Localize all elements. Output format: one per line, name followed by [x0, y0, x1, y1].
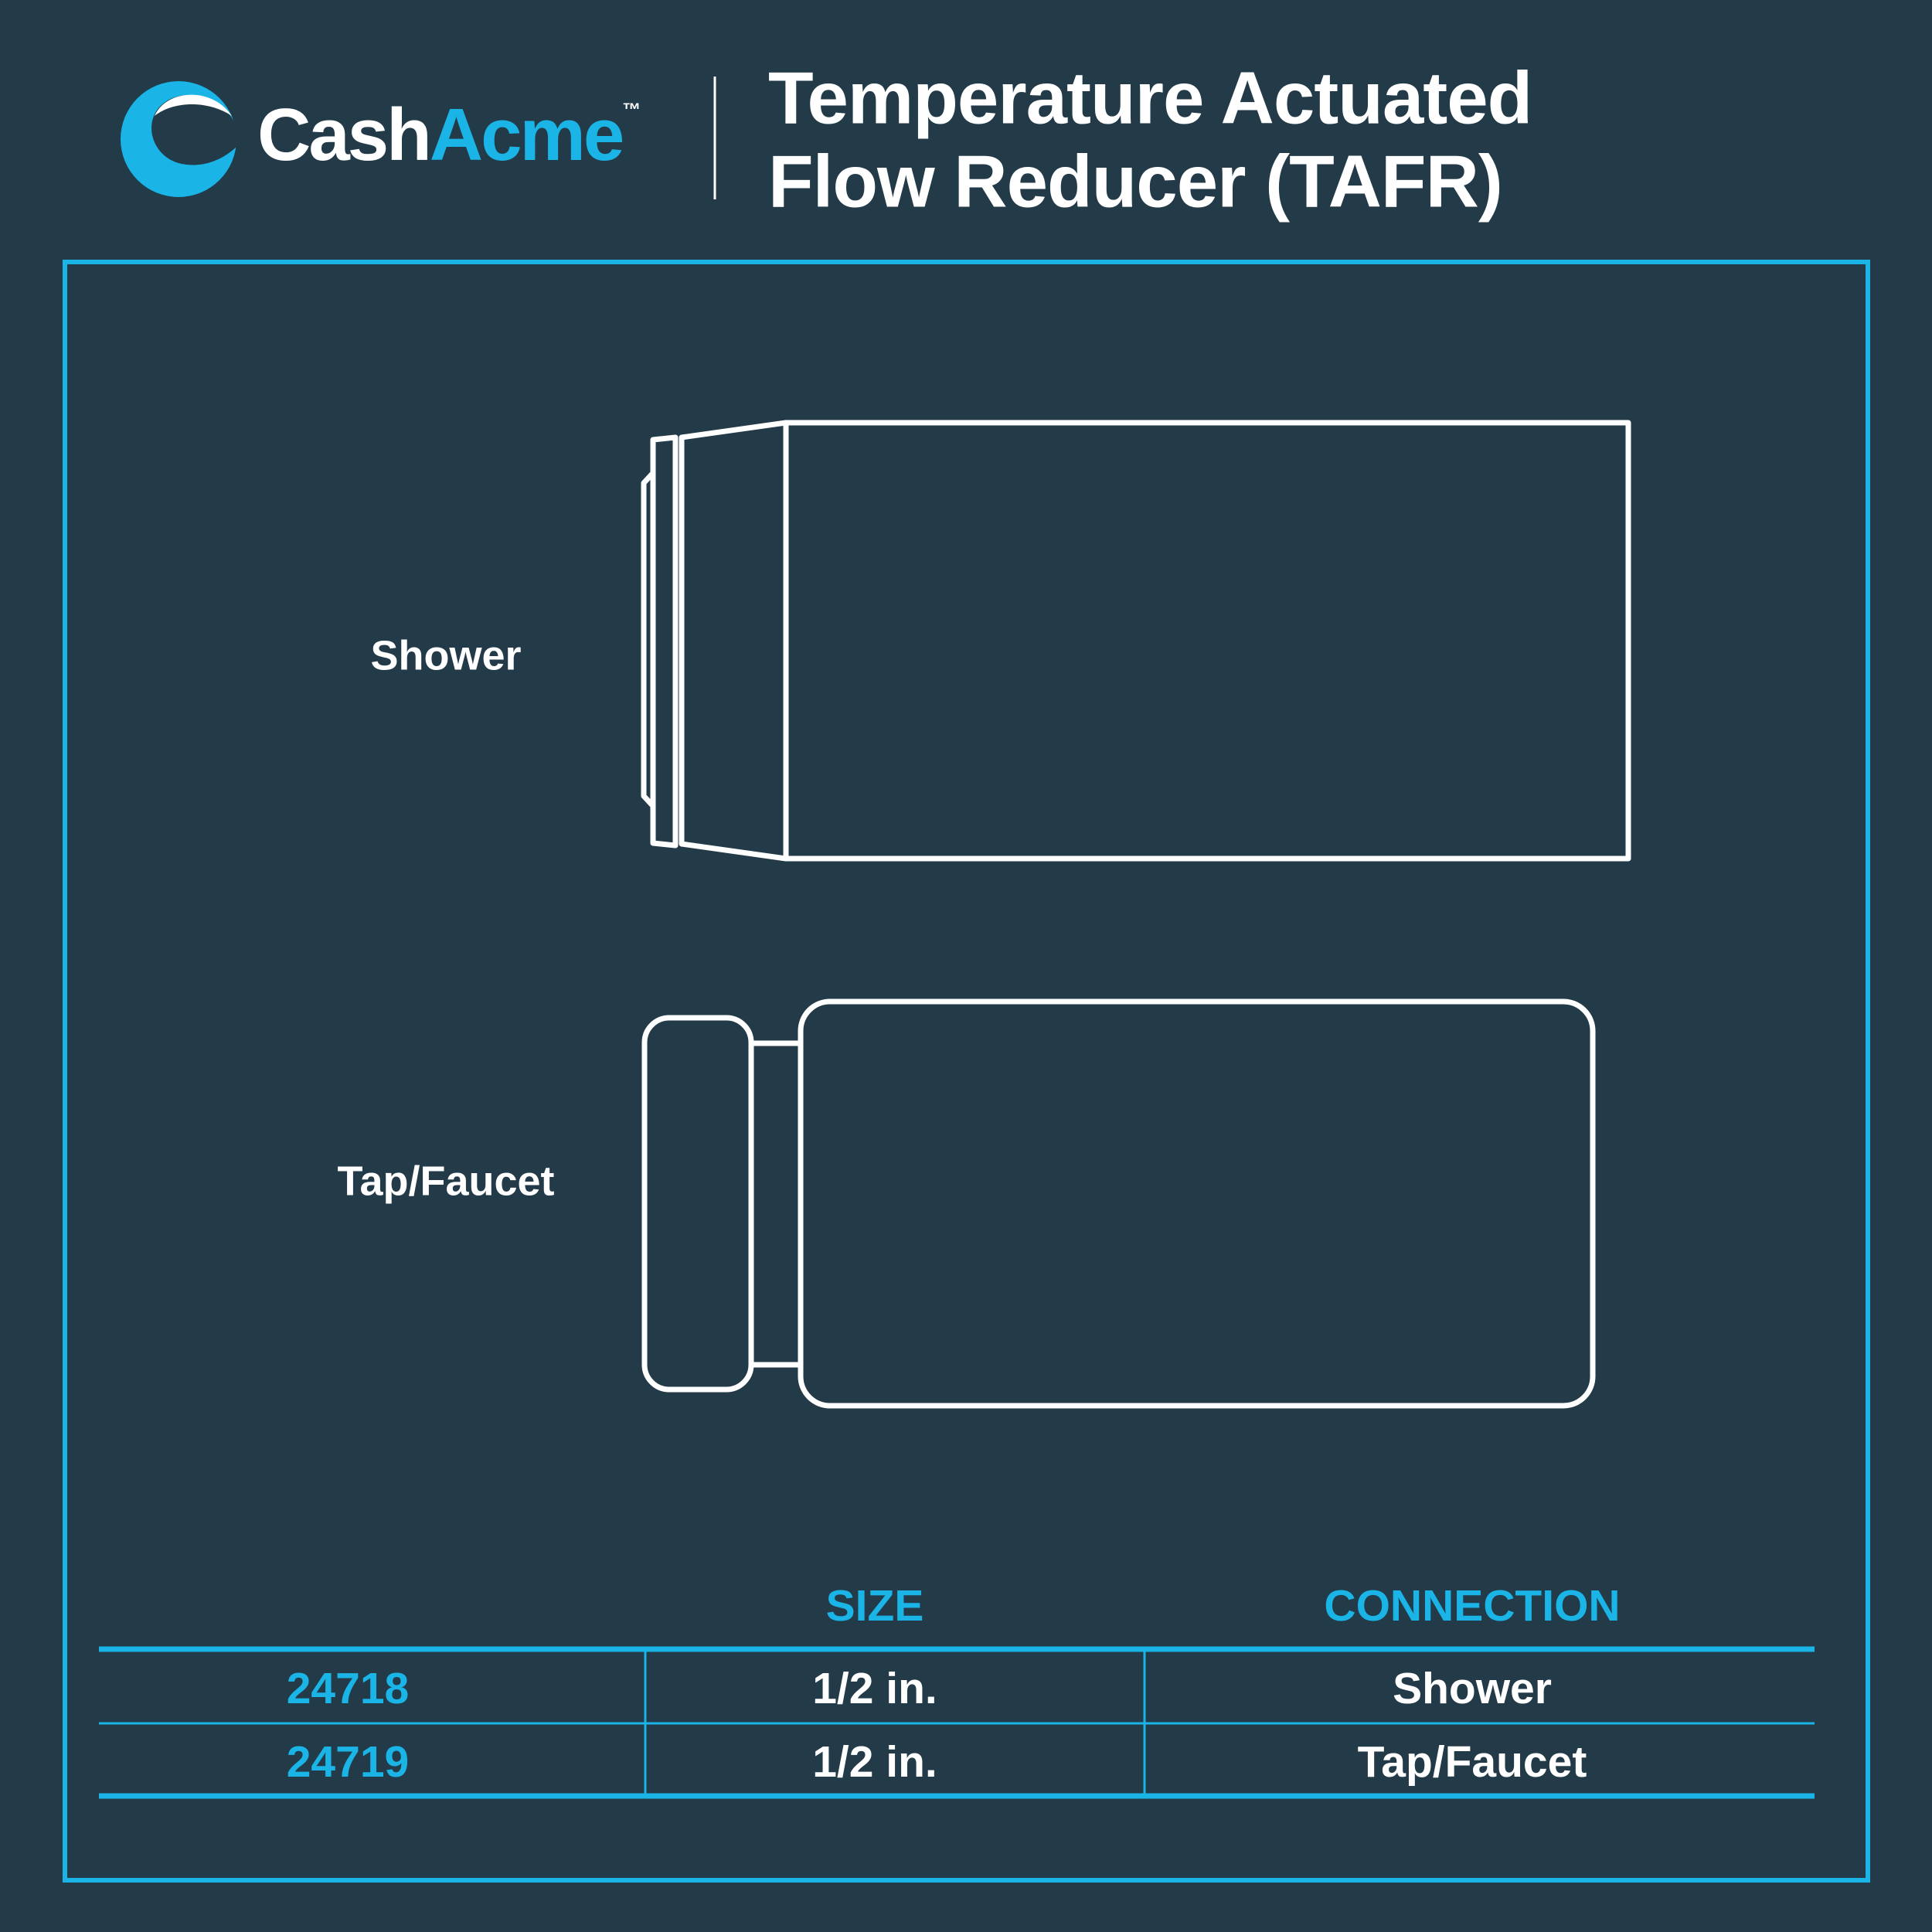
ring: [650, 434, 679, 849]
connection-cell: Tap/Faucet: [1358, 1737, 1587, 1787]
taper: [679, 420, 789, 862]
shower-drawing: [641, 420, 1631, 862]
tap-drawing: [641, 998, 1596, 1409]
column-header: CONNECTION: [1324, 1581, 1620, 1631]
size-cell: 1/2 in.: [812, 1664, 937, 1713]
trademark: ™: [622, 100, 638, 121]
diagram-label: Shower: [370, 632, 521, 679]
table: SIZE CONNECTION 24718 1/2 in. Shower 247…: [99, 1581, 1815, 1799]
title-line: Flow Reducer (TAFR): [768, 140, 1502, 223]
part-number: 24719: [287, 1737, 410, 1787]
title-line: Temperature Actuated: [768, 56, 1532, 139]
part-number: 24718: [287, 1664, 410, 1713]
frame: [63, 260, 1870, 1883]
nozzle: [641, 471, 655, 808]
connection-cell: Shower: [1393, 1664, 1552, 1713]
column-header: SIZE: [826, 1581, 924, 1631]
size-cell: 1/2 in.: [812, 1737, 937, 1787]
logo-crest: [155, 94, 232, 116]
brand-second: Acme: [430, 94, 623, 176]
diagram-label: Tap/Faucet: [337, 1158, 554, 1204]
cap: [641, 1015, 754, 1393]
logo: CashAcme™: [121, 81, 641, 197]
brand: CashAcme™: [257, 94, 638, 176]
brand-first: Cash: [257, 94, 430, 176]
body: [798, 998, 1596, 1409]
logo-wave: [151, 94, 236, 165]
